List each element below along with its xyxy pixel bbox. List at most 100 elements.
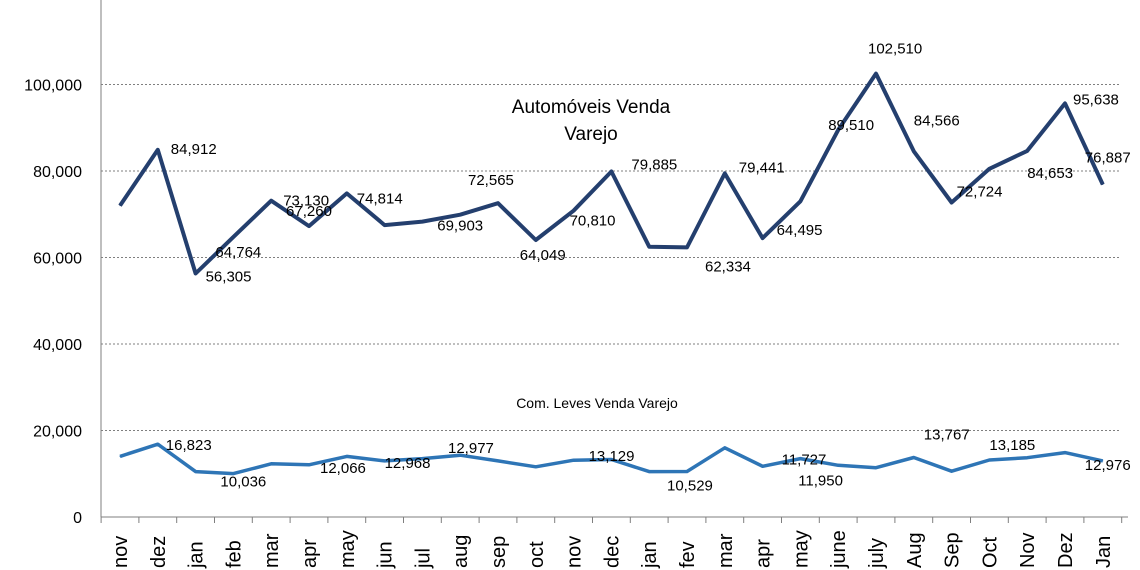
x-tick-label: apr xyxy=(299,539,321,568)
x-tick-label: may xyxy=(790,530,812,568)
data-point xyxy=(459,214,461,216)
x-tick-label: oct xyxy=(526,541,548,568)
data-label: 12,976 xyxy=(1085,457,1131,474)
x-tick-label: apr xyxy=(753,539,775,568)
data-point xyxy=(421,221,423,223)
x-tick-label: Sep xyxy=(942,532,964,568)
x-tick-label: nov xyxy=(564,536,586,568)
data-point xyxy=(837,464,839,466)
y-tick-label: 0 xyxy=(73,510,82,527)
data-label: 69,903 xyxy=(437,218,483,235)
data-point xyxy=(1026,150,1028,152)
data-point xyxy=(951,201,953,203)
data-point xyxy=(1102,460,1104,462)
data-point xyxy=(686,470,688,472)
data-point xyxy=(346,192,348,194)
data-point xyxy=(497,202,499,204)
data-label: 12,977 xyxy=(448,440,494,457)
x-tick-label: fev xyxy=(677,541,699,568)
x-tick-label: sep xyxy=(488,536,510,568)
data-point xyxy=(157,149,159,151)
data-point xyxy=(157,443,159,445)
x-tick-label: feb xyxy=(223,540,245,568)
data-label: 12,968 xyxy=(385,455,431,472)
data-point xyxy=(270,200,272,202)
x-tick-label: may xyxy=(337,530,359,568)
y-tick-label: 60,000 xyxy=(33,251,82,268)
data-label: 64,049 xyxy=(520,247,566,264)
data-label: 13,185 xyxy=(989,437,1035,454)
y-tick-label: 20,000 xyxy=(33,424,82,441)
data-point xyxy=(308,225,310,227)
series-title: Varejo xyxy=(564,124,618,145)
data-label: 12,066 xyxy=(320,460,366,477)
data-point xyxy=(610,170,612,172)
data-point xyxy=(421,458,423,460)
y-tick-label: 40,000 xyxy=(33,337,82,354)
data-point xyxy=(459,454,461,456)
data-point xyxy=(270,463,272,465)
data-label: 67,260 xyxy=(286,203,332,220)
data-label: 79,441 xyxy=(739,159,785,176)
data-point xyxy=(913,150,915,152)
gridlines xyxy=(101,84,1120,431)
data-point xyxy=(384,460,386,462)
data-point xyxy=(1064,452,1066,454)
data-label: 10,529 xyxy=(667,477,713,494)
data-point xyxy=(346,455,348,457)
data-point xyxy=(384,224,386,226)
data-label: 10,036 xyxy=(220,474,266,491)
data-point xyxy=(573,210,575,212)
y-tick-label: 80,000 xyxy=(33,164,82,181)
data-point xyxy=(610,458,612,460)
x-tick-label: july xyxy=(866,538,888,569)
data-label: 95,638 xyxy=(1073,91,1119,108)
data-point xyxy=(724,447,726,449)
series-title: Automóveis Venda xyxy=(512,97,671,118)
data-label: 64,764 xyxy=(215,244,261,261)
data-label: 72,565 xyxy=(468,172,514,189)
data-point xyxy=(799,458,801,460)
data-label: 13,767 xyxy=(924,426,970,443)
data-point xyxy=(799,200,801,202)
axes xyxy=(100,0,1128,523)
data-point xyxy=(875,73,877,75)
data-point xyxy=(686,246,688,248)
x-tick-label: mar xyxy=(715,533,737,568)
x-tick-label: jan xyxy=(639,541,661,569)
data-label: 84,566 xyxy=(914,112,960,129)
x-tick-label: jun xyxy=(375,541,397,569)
data-point xyxy=(1026,457,1028,459)
x-tick-label: mar xyxy=(261,533,283,568)
data-point xyxy=(195,471,197,473)
data-label: 72,724 xyxy=(957,183,1003,200)
data-label: 64,495 xyxy=(777,222,823,239)
x-tick-label: Dez xyxy=(1055,532,1077,568)
x-tick-label: Aug xyxy=(904,532,926,568)
x-tick-label: Oct xyxy=(979,536,1001,568)
data-point xyxy=(497,460,499,462)
x-tick-label: jan xyxy=(186,541,208,569)
data-point xyxy=(232,473,234,475)
data-point xyxy=(951,470,953,472)
x-tick-label: nov xyxy=(110,536,132,568)
data-point xyxy=(648,471,650,473)
data-point xyxy=(535,466,537,468)
x-tick-label: june xyxy=(828,530,850,569)
data-label: 16,823 xyxy=(166,437,212,454)
data-label: 13,129 xyxy=(589,448,635,465)
data-point xyxy=(724,172,726,174)
data-point xyxy=(762,465,764,467)
data-label: 70,810 xyxy=(570,213,616,230)
y-tick-label: 100,000 xyxy=(24,78,82,95)
data-point xyxy=(119,455,121,457)
data-point xyxy=(913,456,915,458)
data-point xyxy=(573,459,575,461)
series-title: Com. Leves Venda Varejo xyxy=(516,395,678,411)
data-point xyxy=(232,236,234,238)
data-label: 74,814 xyxy=(357,190,403,207)
data-label: 84,653 xyxy=(1027,165,1073,182)
x-tick-label: jul xyxy=(412,548,434,569)
data-point xyxy=(837,129,839,131)
